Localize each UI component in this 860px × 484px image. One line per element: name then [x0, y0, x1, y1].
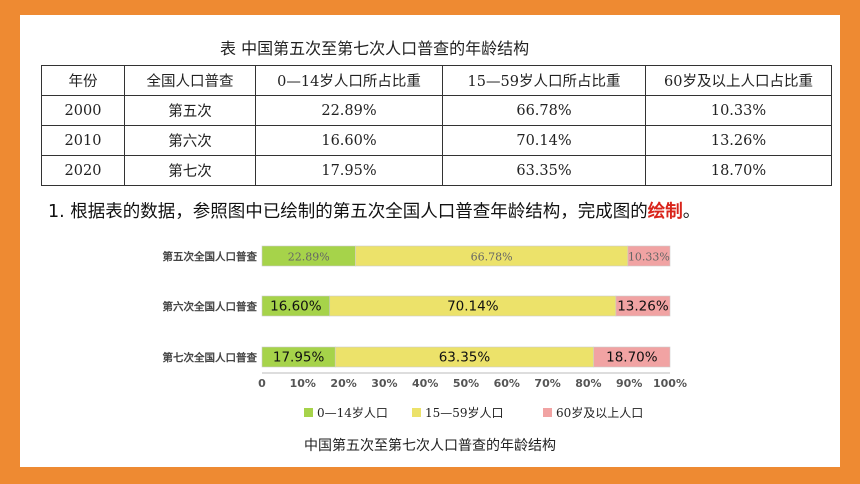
bar-segment: [615, 295, 671, 317]
x-tick-label: 60%: [494, 377, 520, 390]
slide-panel: 表 中国第五次至第七次人口普查的年龄结构 年份 全国人口普查 0—14岁人口所占…: [20, 15, 840, 467]
cell-year: 2010: [41, 125, 125, 156]
legend-swatch: [412, 408, 421, 417]
category-label: 第六次全国人口普查: [163, 300, 258, 313]
cell-census: 第六次: [124, 125, 256, 156]
data-label: 70.14%: [447, 299, 499, 315]
data-label: 10.33%: [628, 251, 670, 264]
cell-age-60-plus: 13.26%: [645, 125, 832, 156]
x-tick-label: 30%: [371, 377, 397, 390]
legend-label: 60岁及以上人口: [556, 405, 643, 420]
category-label: 第五次全国人口普查: [163, 250, 258, 263]
x-tick-label: 20%: [330, 377, 356, 390]
x-tick-label: 70%: [534, 377, 560, 390]
cell-age-15-59: 70.14%: [442, 125, 646, 156]
data-label: 17.95%: [273, 350, 325, 366]
table-row: 2010 第六次 16.60% 70.14% 13.26%: [41, 125, 832, 156]
cell-age-0-14: 22.89%: [255, 95, 443, 126]
x-tick-label: 0: [258, 377, 266, 390]
census-table: 年份 全国人口普查 0—14岁人口所占比重 15—59岁人口所占比重 60岁及以…: [41, 65, 832, 186]
data-label: 63.35%: [439, 350, 491, 366]
cell-age-0-14: 17.95%: [255, 155, 443, 186]
header-year: 年份: [41, 65, 125, 96]
legend-swatch: [543, 408, 552, 417]
data-label: 16.60%: [270, 299, 322, 315]
cell-year: 2020: [41, 155, 125, 186]
x-tick-label: 10%: [290, 377, 316, 390]
header-age-15-59: 15—59岁人口所占比重: [442, 65, 646, 96]
question-text: 1. 根据表的数据，参照图中已绘制的第五次全国人口普查年龄结构，完成图的绘制。: [48, 198, 700, 223]
x-tick-label: 80%: [575, 377, 601, 390]
legend-label: 0—14岁人口: [317, 405, 388, 420]
stacked-bar-chart: 第五次全国人口普查 22.89% 66.78% 10.33% 第六次全国人口普查 16.6…: [163, 245, 687, 420]
cell-age-60-plus: 18.70%: [645, 155, 832, 186]
header-age-60-plus: 60岁及以上人口占比重: [645, 65, 832, 96]
header-census: 全国人口普查: [124, 65, 256, 96]
category-label: 第七次全国人口普查: [163, 351, 258, 364]
cell-age-15-59: 66.78%: [442, 95, 646, 126]
question-highlight: 绘制: [647, 202, 683, 222]
legend-label: 15—59岁人口: [425, 405, 504, 420]
cell-age-0-14: 16.60%: [255, 125, 443, 156]
data-label: 13.26%: [617, 299, 669, 315]
chart-title: 中国第五次至第七次人口普查的年龄结构: [304, 438, 556, 454]
cell-age-15-59: 63.35%: [442, 155, 646, 186]
table-header-row: 年份 全国人口普查 0—14岁人口所占比重 15—59岁人口所占比重 60岁及以…: [41, 65, 832, 96]
question-prefix: 1. 根据表的数据，参照图中已绘制的第五次全国人口普查年龄结构，完成图的: [48, 202, 648, 222]
x-tick-label: 100%: [653, 377, 687, 390]
table-row: 2020 第七次 17.95% 63.35% 18.70%: [41, 155, 832, 186]
cell-year: 2000: [41, 95, 125, 126]
data-label: 18.70%: [606, 350, 658, 366]
bar-segment: [627, 245, 671, 267]
legend-swatch: [304, 408, 313, 417]
question-suffix: 。: [682, 202, 701, 222]
bar-segment: [593, 346, 671, 368]
data-label: 66.78%: [471, 251, 513, 264]
x-tick-label: 90%: [616, 377, 642, 390]
table-row: 2000 第五次 22.89% 66.78% 10.33%: [41, 95, 832, 126]
cell-age-60-plus: 10.33%: [645, 95, 832, 126]
x-tick-label: 50%: [453, 377, 479, 390]
data-label: 22.89%: [288, 251, 330, 264]
cell-census: 第七次: [124, 155, 256, 186]
header-age-0-14: 0—14岁人口所占比重: [255, 65, 443, 96]
cell-census: 第五次: [124, 95, 256, 126]
table-title: 表 中国第五次至第七次人口普查的年龄结构: [220, 39, 530, 58]
x-tick-label: 40%: [412, 377, 438, 390]
